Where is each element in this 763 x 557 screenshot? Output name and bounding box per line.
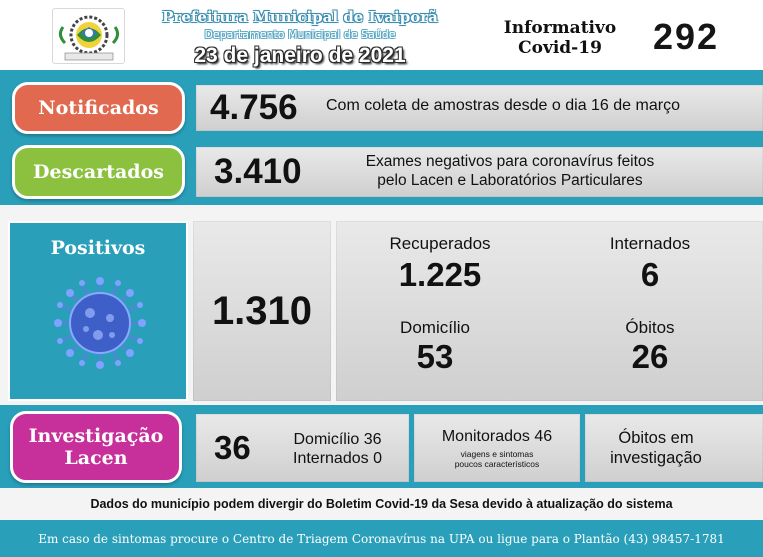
obitos-investigacao: Óbitos em investigação [585, 428, 727, 468]
descartados-value: 3.410 [214, 152, 302, 191]
internados-label: Internados [609, 234, 691, 253]
positivos-panel: Positivos [8, 221, 188, 401]
descartados-description: Exames negativos para coronavírus feitos… [340, 152, 680, 190]
obitos-investigacao-line1: Óbitos em [618, 429, 694, 447]
descartados-box [196, 147, 763, 197]
positivos-breakdown-box [336, 221, 763, 401]
investigacao-label: Investigação Lacen [10, 411, 182, 483]
coronavirus-icon [54, 277, 146, 369]
domicilio-value: 53 [416, 338, 454, 375]
disclaimer-note: Dados do município podem divergir do Bol… [0, 488, 763, 520]
notificados-value: 4.756 [210, 88, 298, 127]
monitorados-box [414, 414, 580, 482]
obitos-investigacao-box [585, 414, 763, 482]
municipal-coat-of-arms-logo [52, 8, 125, 64]
header-date: 23 de janeiro de 2021 [194, 44, 406, 67]
header-title: Prefeitura Municipal de Ivaiporã [162, 8, 438, 26]
bulletin-title-line2: Covid-19 [518, 38, 602, 58]
notificados-label: Notificados [12, 82, 185, 134]
notificados-description: Com coleta de amostras desde o dia 16 de… [326, 97, 680, 114]
domicilio-label: Domicílio [400, 318, 470, 337]
divider [0, 205, 763, 215]
investigacao-box [196, 414, 409, 482]
investigacao-label-line2: Lacen [64, 447, 128, 469]
bulletin-title-line1: Informativo [503, 18, 617, 38]
recuperados-value: 1.225 [398, 256, 482, 293]
contact-bar: Em caso de sintomas procure o Centro de … [0, 520, 763, 557]
obitos-label: Óbitos [625, 318, 675, 337]
investigacao-label-line1: Investigação [28, 425, 164, 447]
investigacao-breakdown: Domicílio 36 Internados 0 [280, 430, 395, 468]
obitos-investigacao-line2: investigação [610, 449, 702, 467]
header-department: Departamento Municipal de Saúde [204, 28, 396, 41]
obitos-value: 26 [631, 338, 669, 375]
internados-value: 6 [640, 256, 660, 293]
investigacao-value: 36 [214, 429, 251, 466]
descartados-label: Descartados [12, 145, 185, 199]
header: Prefeitura Municipal de Ivaiporã Departa… [0, 0, 763, 70]
monitorados-value: Monitorados 46 [441, 428, 553, 445]
descartados-description-line1: Exames negativos para coronavírus feitos [365, 153, 655, 170]
monitorados-note-line2: poucos característicos [454, 459, 540, 469]
positivos-value: 1.310 [211, 289, 313, 333]
recuperados-label: Recuperados [389, 234, 491, 253]
descartados-description-line2: pelo Lacen e Laboratórios Particulares [377, 172, 643, 189]
positivos-label: Positivos [50, 237, 146, 259]
notificados-box [196, 85, 763, 131]
monitorados-note: viagens e sintomas poucos característico… [414, 449, 580, 469]
investigacao-domicilio: Domicílio 36 [293, 431, 382, 448]
investigacao-internados: Internados 0 [293, 450, 382, 467]
positivos-total-box [193, 221, 331, 401]
bulletin-title: Informativo Covid-19 [500, 18, 620, 58]
bulletin-number: 292 [652, 16, 720, 57]
monitorados-note-line1: viagens e sintomas [460, 449, 534, 459]
